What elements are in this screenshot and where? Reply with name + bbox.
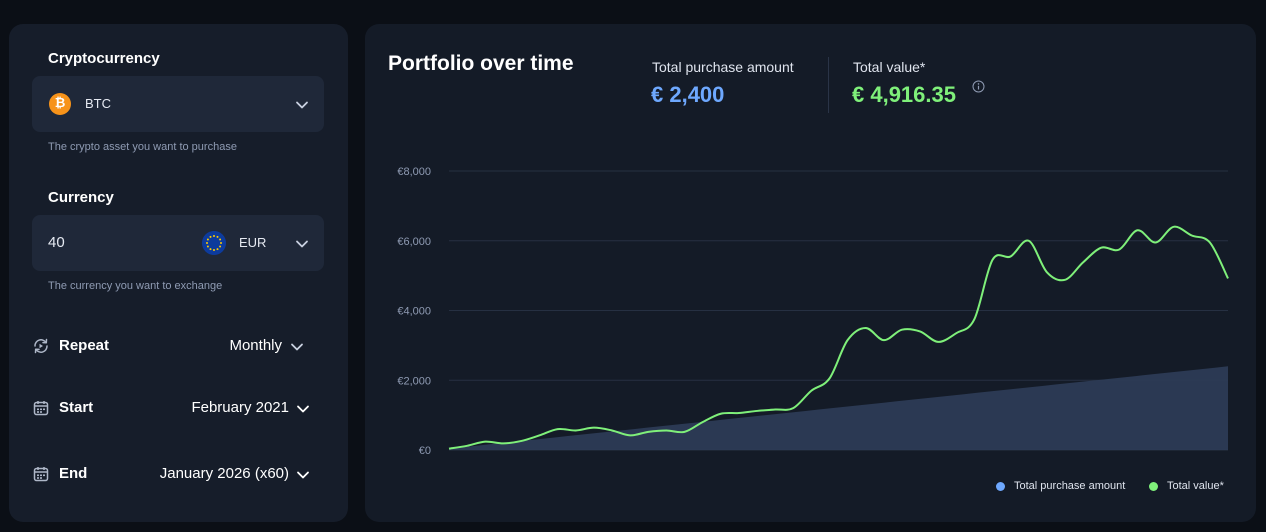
legend-dot-value xyxy=(1149,481,1158,491)
page-title: Portfolio over time xyxy=(388,52,574,75)
end-label: End xyxy=(59,465,88,482)
purchase-amount-value: € 2,400 xyxy=(651,82,725,107)
start-select[interactable]: February 2021 xyxy=(191,399,289,416)
legend-label-value: Total value* xyxy=(1167,480,1224,492)
y-tick-label: €8,000 xyxy=(397,166,431,178)
chevron-down-icon xyxy=(296,101,308,109)
legend-item-value: Total value* xyxy=(1149,480,1224,492)
legend-label-purchase: Total purchase amount xyxy=(1014,480,1126,492)
y-tick-label: €4,000 xyxy=(397,306,431,318)
crypto-value: BTC xyxy=(85,96,111,111)
calendar-icon xyxy=(33,401,49,416)
chevron-down-icon[interactable] xyxy=(296,468,310,482)
y-tick-label: €0 xyxy=(419,445,431,457)
currency-input-group: 40 EUR xyxy=(32,215,324,271)
portfolio-panel: Portfolio over time Total purchase amoun… xyxy=(365,24,1256,522)
currency-helper-text: The currency you want to exchange xyxy=(48,280,223,292)
y-tick-label: €2,000 xyxy=(397,375,431,387)
y-tick-label: €6,000 xyxy=(397,236,431,248)
chevron-down-icon[interactable] xyxy=(296,402,310,416)
calculator-panel: Cryptocurrency ₿ BTC The crypto asset yo… xyxy=(9,24,348,522)
cryptocurrency-label: Cryptocurrency xyxy=(48,50,160,67)
purchase-area xyxy=(449,366,1228,450)
currency-label: Currency xyxy=(48,189,114,206)
chevron-down-icon[interactable] xyxy=(290,340,304,354)
total-value-line xyxy=(448,225,1229,450)
repeat-row: Repeat Monthly xyxy=(32,333,324,359)
start-row: Start February 2021 xyxy=(32,395,324,421)
total-value-label: Total value* xyxy=(853,59,926,75)
crypto-helper-text: The crypto asset you want to purchase xyxy=(48,141,237,153)
currency-select[interactable]: EUR xyxy=(239,235,267,250)
end-row: End January 2026 (x60) xyxy=(32,461,324,487)
chevron-down-icon[interactable] xyxy=(295,237,309,251)
stat-divider xyxy=(828,57,829,113)
calendar-icon xyxy=(33,467,49,482)
portfolio-chart: €0 €2,000 €4,000 €6,000 €8,000 xyxy=(397,166,1229,457)
bitcoin-icon: ₿ xyxy=(49,93,71,115)
eu-flag-icon xyxy=(202,231,226,255)
repeat-icon xyxy=(34,338,48,354)
total-value-value: € 4,916.35 xyxy=(852,82,956,107)
repeat-label: Repeat xyxy=(59,337,110,354)
info-icon[interactable] xyxy=(972,80,985,93)
start-label: Start xyxy=(59,399,94,416)
legend-item-purchase: Total purchase amount xyxy=(996,480,1125,492)
cryptocurrency-select[interactable]: ₿ BTC xyxy=(32,76,324,132)
purchase-amount-label: Total purchase amount xyxy=(652,59,794,75)
repeat-select[interactable]: Monthly xyxy=(229,337,282,354)
end-select[interactable]: January 2026 (x60) xyxy=(159,465,289,482)
amount-input[interactable]: 40 xyxy=(48,234,65,251)
legend-dot-purchase xyxy=(996,481,1005,491)
